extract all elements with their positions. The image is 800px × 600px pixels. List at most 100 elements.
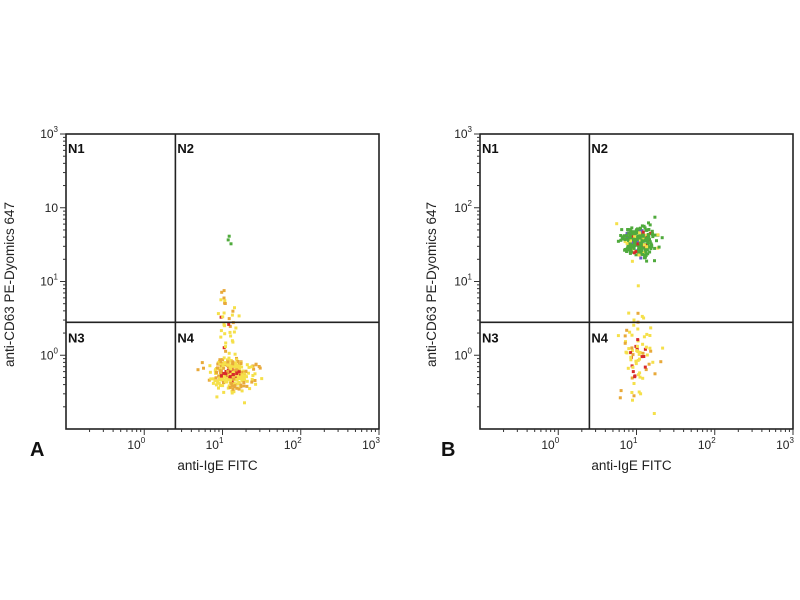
x-tick-label: 100 bbox=[127, 436, 145, 452]
data-point bbox=[618, 396, 622, 400]
x-tick-label: 103 bbox=[362, 436, 380, 452]
data-point bbox=[230, 389, 234, 393]
data-point bbox=[629, 249, 633, 253]
data-point bbox=[230, 339, 234, 343]
data-point bbox=[631, 370, 635, 374]
data-point bbox=[625, 232, 629, 236]
data-point bbox=[219, 329, 223, 333]
data-point bbox=[625, 247, 629, 251]
data-point bbox=[626, 366, 630, 370]
data-point bbox=[219, 335, 223, 339]
data-point bbox=[641, 246, 645, 250]
x-tick-label: 102 bbox=[698, 436, 716, 452]
data-point bbox=[647, 221, 650, 225]
data-point bbox=[623, 237, 627, 241]
data-point bbox=[232, 390, 236, 394]
data-point bbox=[625, 241, 629, 245]
data-point bbox=[214, 376, 218, 380]
data-point bbox=[630, 333, 634, 337]
data-point bbox=[641, 233, 645, 237]
data-point bbox=[638, 233, 642, 237]
y-tick-label: 101 bbox=[454, 273, 472, 289]
quadrant-label-n1: N1 bbox=[482, 141, 499, 156]
data-point bbox=[234, 363, 238, 367]
data-point bbox=[213, 379, 217, 383]
data-point bbox=[235, 372, 239, 375]
data-point bbox=[231, 369, 235, 373]
data-point bbox=[224, 370, 228, 373]
data-point bbox=[223, 380, 227, 383]
data-point bbox=[657, 245, 661, 249]
data-point bbox=[644, 228, 648, 232]
data-point bbox=[224, 349, 228, 353]
data-point bbox=[235, 358, 239, 362]
data-point bbox=[635, 344, 639, 348]
data-point bbox=[625, 250, 629, 253]
data-point bbox=[642, 335, 646, 339]
data-point bbox=[214, 383, 218, 387]
data-point bbox=[228, 386, 232, 389]
data-point bbox=[227, 322, 231, 326]
data-point bbox=[632, 323, 636, 327]
data-point bbox=[243, 401, 246, 405]
data-point bbox=[619, 238, 623, 242]
data-point bbox=[634, 362, 638, 366]
data-point bbox=[634, 253, 638, 257]
quadrant-label-n2: N2 bbox=[177, 141, 194, 156]
data-point bbox=[650, 244, 654, 248]
data-point bbox=[638, 231, 642, 235]
data-point bbox=[237, 366, 241, 370]
data-point bbox=[227, 234, 231, 238]
data-point bbox=[630, 259, 634, 263]
data-point bbox=[209, 377, 213, 381]
data-point bbox=[218, 358, 222, 362]
y-tick-label: 100 bbox=[454, 346, 472, 362]
data-point bbox=[257, 365, 261, 368]
data-point bbox=[200, 361, 204, 365]
data-point bbox=[240, 373, 244, 377]
data-point bbox=[223, 299, 227, 303]
data-point bbox=[634, 359, 638, 363]
data-point bbox=[649, 326, 653, 330]
data-point bbox=[235, 378, 239, 381]
data-point bbox=[640, 239, 644, 243]
data-point bbox=[229, 242, 233, 246]
plot-frame bbox=[479, 133, 794, 430]
data-point bbox=[637, 373, 640, 377]
data-point bbox=[636, 227, 639, 231]
data-point bbox=[632, 382, 636, 385]
data-point bbox=[218, 362, 222, 365]
data-point bbox=[640, 314, 644, 318]
axis-ticks bbox=[474, 133, 794, 435]
data-point bbox=[226, 358, 229, 362]
data-point bbox=[636, 240, 639, 244]
data-point bbox=[651, 235, 655, 239]
data-point bbox=[615, 222, 619, 226]
data-point bbox=[641, 342, 645, 346]
data-point bbox=[639, 256, 643, 260]
data-point bbox=[237, 314, 241, 318]
data-point bbox=[211, 377, 215, 381]
data-point bbox=[636, 311, 640, 315]
data-point bbox=[653, 259, 656, 263]
data-point bbox=[222, 371, 226, 375]
data-point bbox=[642, 250, 646, 254]
panel-letter: A bbox=[30, 439, 44, 461]
data-point bbox=[625, 234, 629, 237]
data-point bbox=[224, 372, 228, 376]
x-axis-label: anti-IgE FITC bbox=[177, 458, 258, 473]
data-point bbox=[248, 387, 252, 391]
data-point bbox=[661, 346, 665, 350]
data-point bbox=[637, 352, 641, 356]
data-point bbox=[234, 326, 238, 330]
data-point bbox=[646, 241, 650, 245]
data-point bbox=[222, 289, 226, 293]
data-point bbox=[219, 374, 223, 378]
data-point bbox=[226, 386, 230, 390]
data-point bbox=[629, 229, 633, 233]
data-point bbox=[627, 311, 631, 315]
data-point bbox=[650, 232, 654, 236]
data-point bbox=[229, 359, 233, 363]
data-point bbox=[636, 242, 640, 246]
